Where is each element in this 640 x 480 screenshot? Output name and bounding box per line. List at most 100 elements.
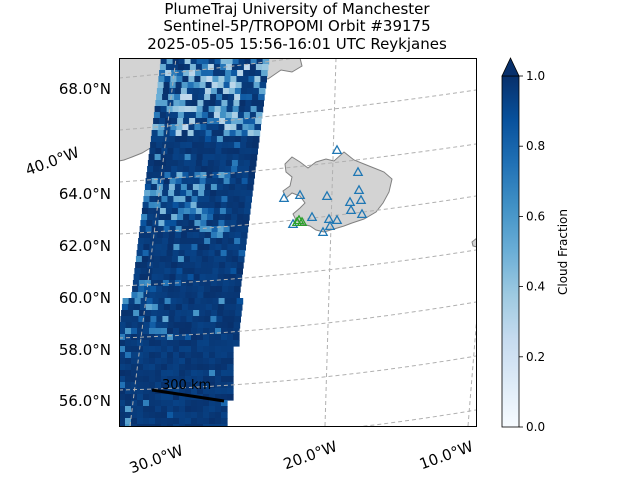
swath-cell [119,406,126,413]
colorbar-tick-label: 0.4 [526,280,545,294]
swath-cell [192,316,199,323]
swath-cell [221,400,228,407]
swath-cell [193,310,200,317]
swath-cell [186,184,194,191]
swath-cell [159,70,166,77]
swath-cell [197,418,204,425]
swath-cell [211,178,219,185]
swath-cell [173,148,180,155]
swath-cell [167,352,174,359]
swath-cell [183,64,191,71]
swath-cell [167,364,174,371]
colorbar-tick-label: 0.2 [526,350,545,364]
swath-cell [174,184,182,191]
swath-cell [203,322,211,329]
swath-cell [171,262,178,269]
swath-cell [131,406,138,413]
swath-cell [150,238,157,245]
swath-cell [259,82,267,89]
swath-cell [247,130,255,137]
swath-cell [197,334,204,341]
swath-cell [227,292,234,299]
swath-cell [243,208,251,215]
swath-cell [195,112,203,119]
swath-cell [179,364,186,371]
swath-cell [185,100,192,107]
swath-cell [181,178,189,185]
swath-cell [242,124,249,131]
swath-cell [159,112,167,119]
swath-cell [191,334,198,341]
swath-cell [185,358,192,365]
swath-cell [171,118,178,125]
swath-cell [180,316,187,323]
swath-cell [146,298,154,305]
swath-cell [236,220,243,227]
swath-cell [234,316,241,323]
swath-cell [223,226,231,233]
swath-cell [215,400,222,407]
swath-cell [155,418,162,425]
swath-cell [209,334,216,341]
swath-cell [237,262,244,269]
swath-cell [191,322,199,329]
swath-cell [171,112,179,119]
swath-cell [155,358,162,365]
swath-cell [128,298,136,305]
swath-cell [161,394,168,401]
swath-cell [222,94,229,101]
swath-cell [187,178,195,185]
swath-cell [158,268,165,275]
swath-cell [150,280,158,287]
swath-cell [223,274,231,281]
swath-cell [208,154,216,161]
swath-cell [187,304,195,311]
swath-cell [193,274,201,281]
swath-cell [197,388,204,395]
swath-cell [161,418,168,425]
swath-cell [192,190,199,197]
swath-cell [164,220,171,227]
swath-cell [153,166,160,173]
swath-cell [237,112,245,119]
swath-cell [261,64,269,71]
swath-cell [233,340,240,347]
swath-cell [171,64,179,71]
chart-title-line-3: 2025-05-05 15:56-16:01 UTC Reykjanes [147,35,447,53]
swath-cell [191,292,198,299]
colorbar-gradient [501,75,520,428]
swath-cell [204,280,212,287]
swath-cell [155,196,162,203]
volcano-marker [317,226,329,237]
swath-cell [172,154,180,161]
swath-cell [222,184,230,191]
swath-cell [179,394,186,401]
swath-cell [231,64,239,71]
swath-cell [180,136,188,143]
swath-cell [179,148,186,155]
swath-cell [202,154,210,161]
swath-cell [207,70,214,77]
swath-cell [221,388,228,395]
swath-cell [161,328,168,335]
swath-cell [138,238,145,245]
swath-cell [168,190,175,197]
swath-cell [140,268,147,275]
swath-cell [125,388,132,395]
swath-cell [132,316,139,323]
swath-cell [125,340,132,347]
swath-cell [190,202,198,209]
swath-cell [257,100,264,107]
swath-cell [240,94,247,101]
swath-cell [149,328,156,335]
swath-cell [125,406,132,413]
swath-cell [184,250,192,257]
swath-cell [233,334,240,341]
swath-cell [253,82,261,89]
swath-cell [162,280,170,287]
swath-cell [188,220,195,227]
swath-cell [195,214,202,221]
swath-cell [164,298,172,305]
swath-cell [240,238,247,245]
swath-cell [216,190,223,197]
